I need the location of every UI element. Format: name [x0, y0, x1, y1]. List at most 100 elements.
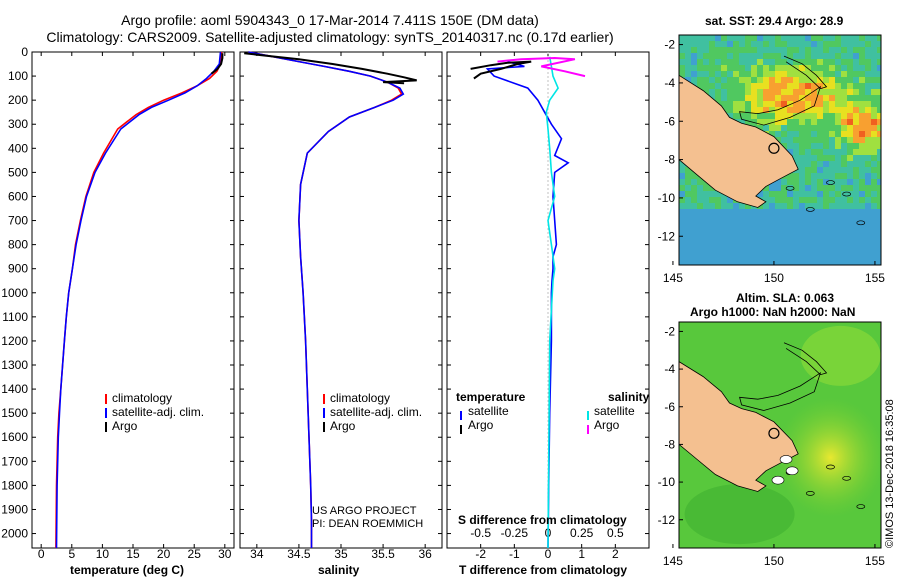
- sst-cell: [685, 35, 691, 41]
- sst-cell: [817, 71, 823, 77]
- sst-cell: [757, 251, 763, 257]
- sla-patch: [684, 484, 795, 545]
- sst-cell: [829, 53, 835, 59]
- sst-cell: [877, 113, 881, 119]
- sst-cell: [769, 239, 775, 245]
- sst-cell: [835, 251, 841, 257]
- sst-cell: [775, 263, 781, 265]
- sst-cell: [781, 65, 787, 71]
- sst-cell: [865, 119, 871, 125]
- new-britain-outline: [739, 85, 822, 126]
- sst-cell: [703, 203, 709, 209]
- sst-cell: [787, 101, 793, 107]
- sst-cell: [859, 101, 865, 107]
- sst-cell: [709, 233, 715, 239]
- sst-cell: [865, 173, 871, 179]
- sst-cell: [811, 239, 817, 245]
- sst-cell: [787, 35, 793, 41]
- sst-cell: [817, 119, 823, 125]
- sst-cell: [817, 203, 823, 209]
- sst-cell: [709, 197, 715, 203]
- sst-cell: [853, 203, 859, 209]
- sst-cell: [739, 95, 745, 101]
- sst-cell: [685, 77, 691, 83]
- sst-cell: [877, 125, 881, 131]
- sst-cell: [781, 263, 787, 265]
- sst-cell: [703, 251, 709, 257]
- depth-tick-label: 2000: [1, 527, 28, 541]
- sst-cell: [775, 227, 781, 233]
- sst-cell: [739, 263, 745, 265]
- sst-cell: [865, 47, 871, 53]
- sst-cell: [817, 215, 823, 221]
- sst-cell: [799, 95, 805, 101]
- sst-cell: [835, 137, 841, 143]
- sst-cell: [859, 143, 865, 149]
- sst-cell: [877, 173, 881, 179]
- sst-cell: [847, 233, 853, 239]
- sst-cell: [853, 35, 859, 41]
- sst-cell: [787, 239, 793, 245]
- sst-cell: [763, 71, 769, 77]
- sst-cell: [823, 191, 829, 197]
- sst-cell: [769, 101, 775, 107]
- sst-map-ytick-label: -4: [664, 76, 675, 90]
- sst-cell: [823, 113, 829, 119]
- sst-cell: [769, 107, 775, 113]
- sst-cell: [703, 215, 709, 221]
- sla-map-frame: [678, 321, 882, 549]
- sst-cell: [745, 107, 751, 113]
- sst-cell: [811, 251, 817, 257]
- new-britain-outline: [739, 371, 822, 411]
- sst-cell: [799, 233, 805, 239]
- sst-cell: [805, 203, 811, 209]
- sst-cell: [823, 125, 829, 131]
- sst-cell: [811, 143, 817, 149]
- sst-cell: [739, 239, 745, 245]
- sst-cell: [727, 263, 733, 265]
- sst-cell: [859, 239, 865, 245]
- sst-cell: [799, 47, 805, 53]
- sst-cell: [823, 101, 829, 107]
- sst-cell: [871, 155, 877, 161]
- sst-cell: [733, 227, 739, 233]
- sst-cell: [817, 209, 823, 215]
- depth-tick-label: 200: [8, 93, 28, 107]
- sst-cell: [685, 239, 691, 245]
- sst-cell: [739, 101, 745, 107]
- sst-cell: [829, 239, 835, 245]
- sst-cell: [811, 257, 817, 263]
- sst-cell: [853, 149, 859, 155]
- sst-cell: [727, 113, 733, 119]
- sst-cell: [685, 203, 691, 209]
- sst-cell: [763, 83, 769, 89]
- sst-cell: [841, 233, 847, 239]
- sst-cell: [859, 137, 865, 143]
- sst-map-ytick-label: -2: [664, 38, 675, 52]
- island-white: [785, 466, 799, 476]
- temp-legend-label: temperature: [456, 390, 526, 404]
- sst-cell: [745, 119, 751, 125]
- sst-cell: [739, 215, 745, 221]
- sst-cell: [763, 35, 769, 41]
- sla-high-anomaly: [775, 397, 881, 518]
- sst-cell: [793, 215, 799, 221]
- sst-cell: [703, 89, 709, 95]
- sst-cell: [751, 47, 757, 53]
- sst-cell: [829, 95, 835, 101]
- figure-title-line1: Argo profile: aoml 5904343_0 17-Mar-2014…: [121, 12, 539, 28]
- sst-cell: [751, 263, 757, 265]
- island-outline: [805, 491, 815, 496]
- sst-cell: [847, 149, 853, 155]
- sst-cell: [781, 203, 787, 209]
- sst-cell: [793, 191, 799, 197]
- depth-tick-label: 1400: [1, 382, 28, 396]
- sst-cell: [775, 203, 781, 209]
- sst-cell: [775, 185, 781, 191]
- sst-cell: [763, 53, 769, 59]
- sst-cell: [817, 107, 823, 113]
- sst-cell: [709, 263, 715, 265]
- sst-cell: [823, 185, 829, 191]
- sst-cell: [781, 179, 787, 185]
- sst-cell: [709, 221, 715, 227]
